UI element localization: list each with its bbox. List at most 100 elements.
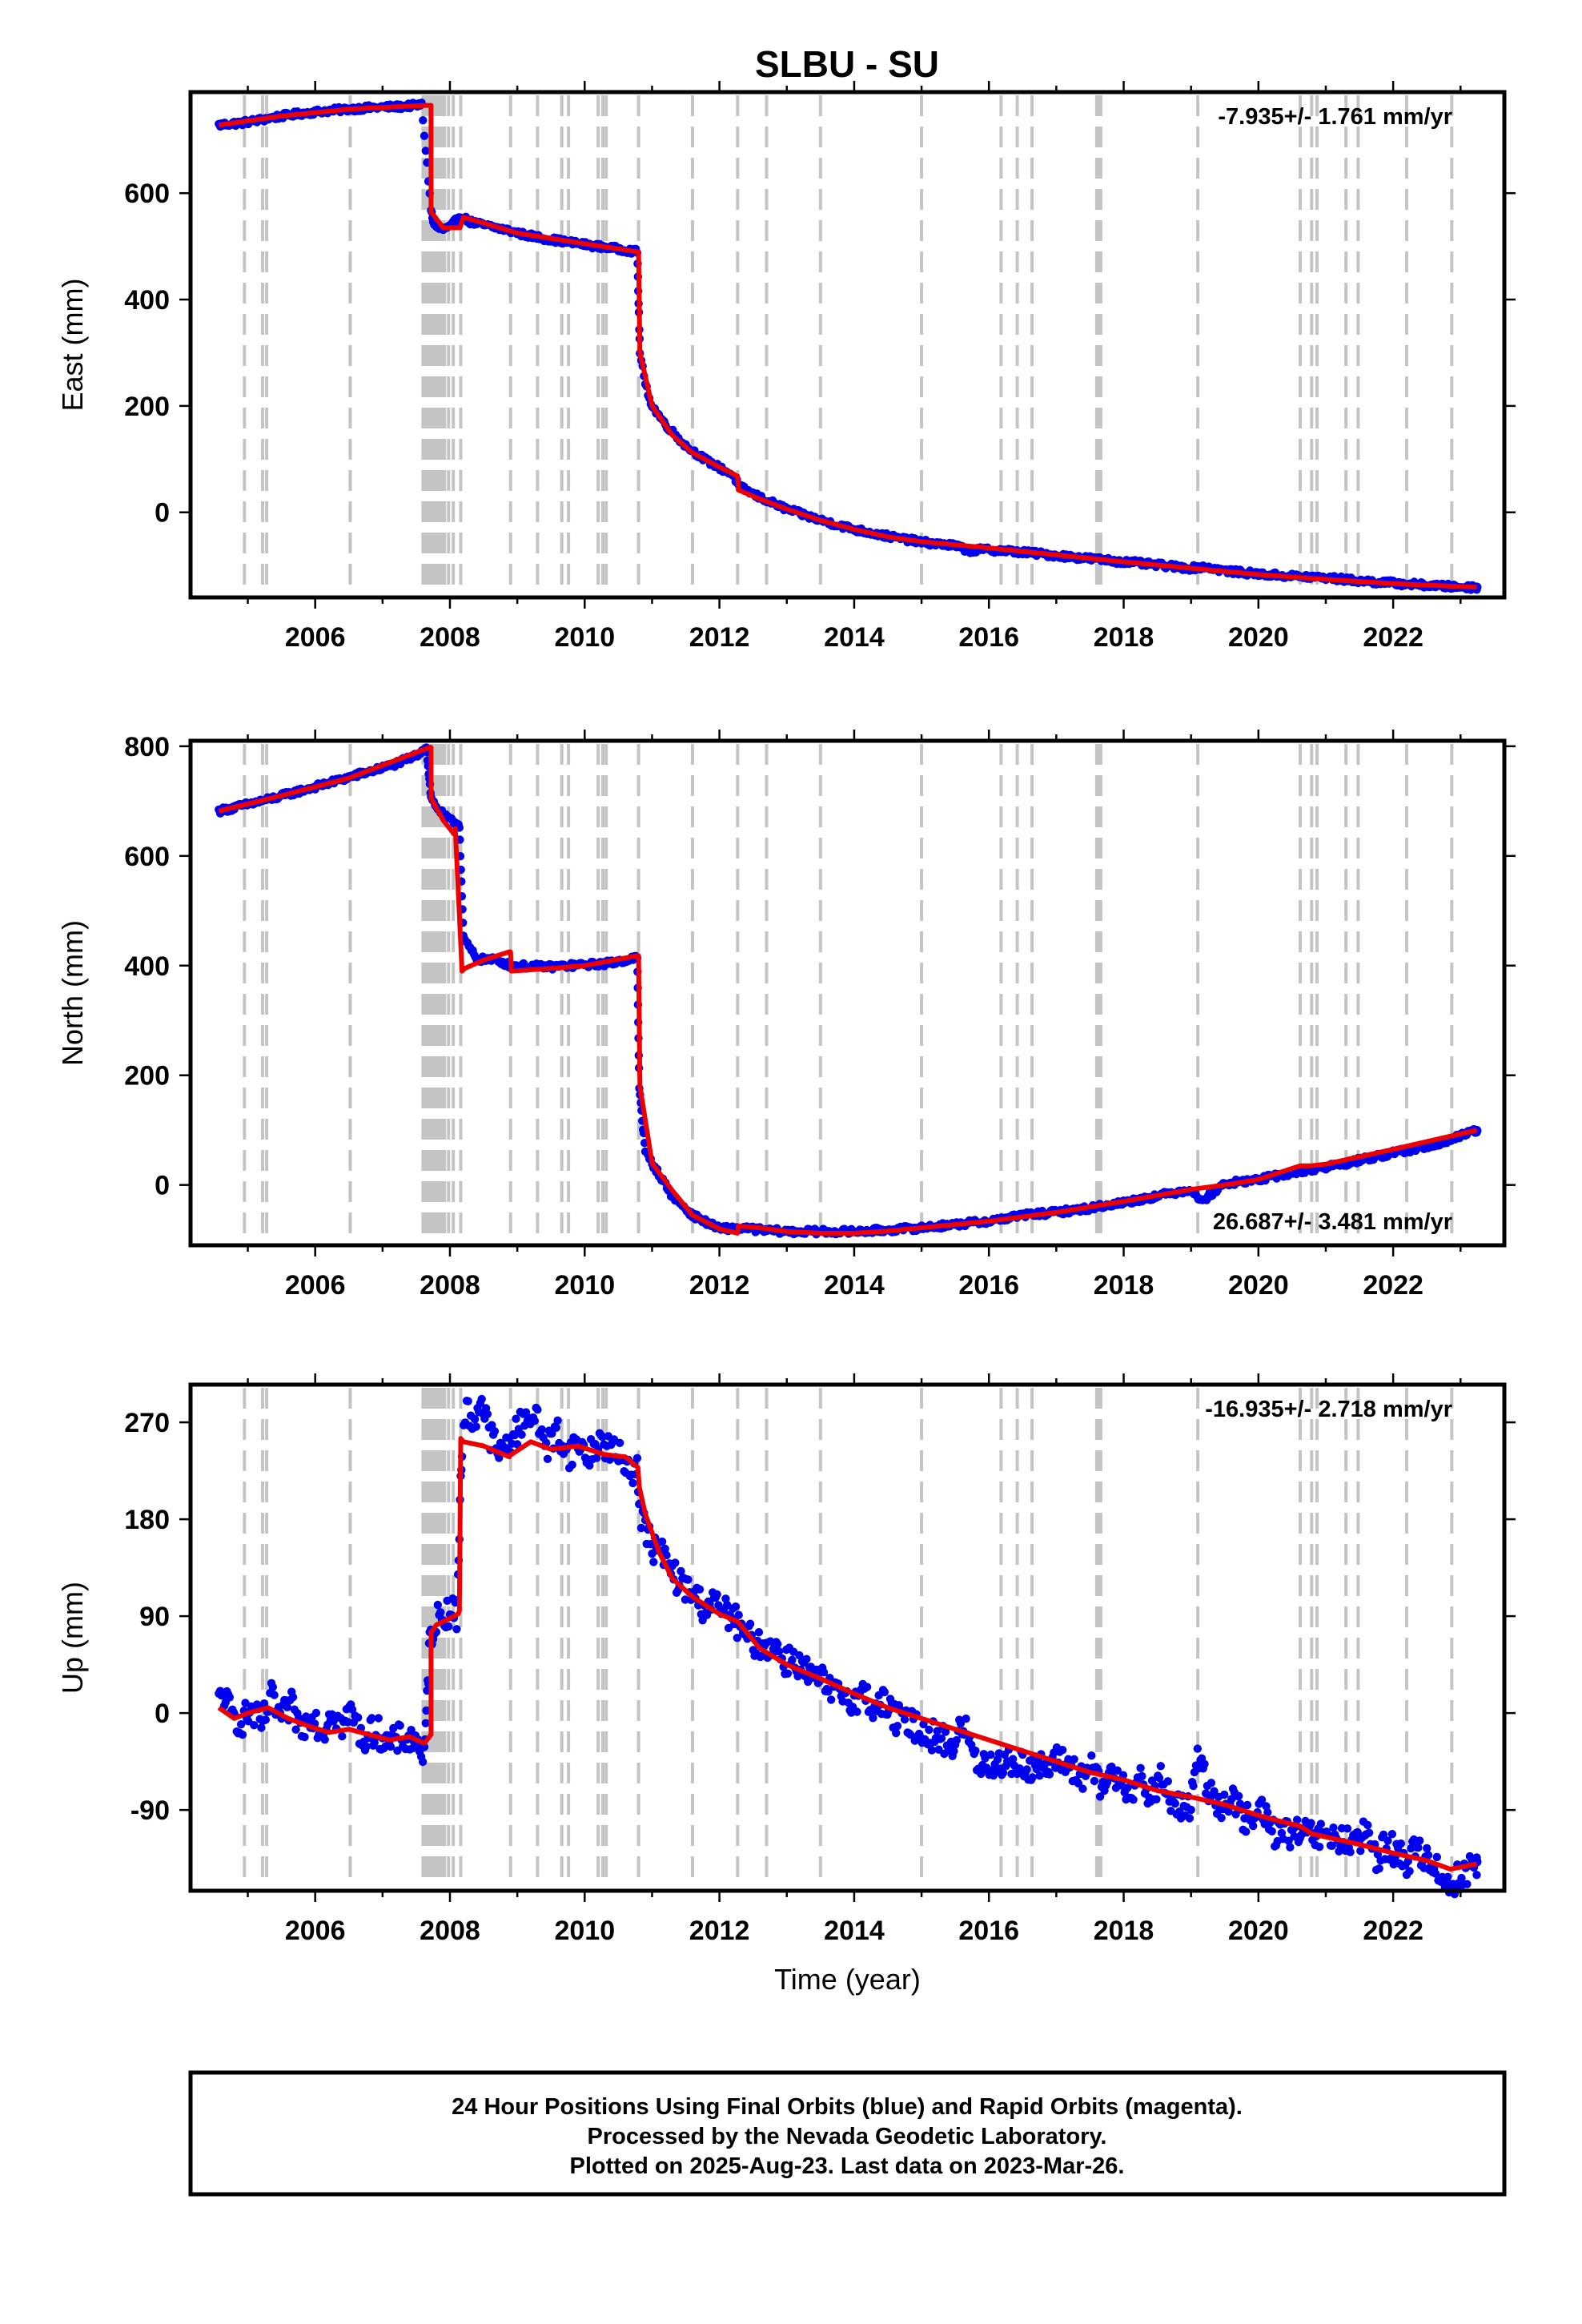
up-data-point: [1307, 1819, 1315, 1827]
up-data-point: [661, 1544, 669, 1554]
up-x-tick-label: 2012: [689, 1916, 750, 1946]
up-data-point: [1315, 1843, 1324, 1852]
up-data-point: [1249, 1821, 1258, 1831]
up-data-point: [950, 1747, 958, 1755]
up-x-tick-label: 2008: [420, 1916, 480, 1946]
east-x-tick-label: 2014: [824, 622, 885, 653]
up-data-point: [1472, 1871, 1481, 1880]
east-y-tick-label: 600: [124, 179, 170, 209]
up-data-point: [1170, 1799, 1180, 1808]
up-data-point: [259, 1699, 269, 1708]
up-data-point: [288, 1693, 298, 1702]
east-x-tick-label: 2022: [1363, 622, 1423, 653]
east-x-tick-label: 2016: [958, 622, 1019, 653]
up-x-tick-label: 2020: [1228, 1916, 1289, 1946]
up-data-point: [616, 1438, 624, 1448]
east-y-axis-label: East (mm): [56, 279, 89, 412]
up-data-point: [1457, 1873, 1466, 1883]
up-data-point: [552, 1423, 560, 1433]
up-data-point: [1045, 1770, 1054, 1779]
up-y-tick-label: -90: [130, 1795, 170, 1826]
up-data-point: [962, 1714, 970, 1723]
up-data-point: [1363, 1820, 1372, 1830]
up-data-point: [731, 1602, 741, 1611]
up-data-point: [1356, 1847, 1365, 1856]
up-data-point: [1095, 1792, 1105, 1801]
east-x-tick-label: 2010: [554, 622, 615, 653]
up-y-tick-label: 270: [124, 1408, 170, 1438]
up-data-point: [548, 1429, 556, 1438]
up-x-axis-label: Time (year): [774, 1963, 921, 1996]
up-data-point: [646, 1540, 655, 1549]
up-data-point: [1257, 1795, 1267, 1804]
up-x-tick-label: 2006: [285, 1916, 346, 1946]
up-data-point: [733, 1634, 741, 1642]
up-data-point: [320, 1735, 329, 1744]
up-x-tick-label: 2016: [958, 1916, 1019, 1946]
up-data-point: [521, 1408, 531, 1417]
up-data-point: [553, 1416, 562, 1425]
up-data-point: [1193, 1744, 1203, 1753]
up-data-point: [925, 1725, 934, 1735]
up-data-point: [362, 1742, 371, 1751]
up-y-axis-label: Up (mm): [56, 1582, 89, 1694]
up-data-point: [1156, 1762, 1166, 1771]
up-data-point: [1123, 1783, 1132, 1792]
up-data-point: [1186, 1805, 1195, 1815]
north-y-axis-label: North (mm): [56, 920, 89, 1066]
up-data-point: [257, 1723, 266, 1732]
north-x-tick-label: 2016: [958, 1270, 1019, 1301]
up-data-point: [592, 1454, 601, 1462]
up-model-line: [217, 1436, 1478, 1872]
up-data-point: [788, 1655, 797, 1664]
up-data-point: [543, 1454, 552, 1464]
up-data-point: [893, 1722, 902, 1731]
up-data-point: [1396, 1839, 1406, 1848]
up-data-point: [684, 1575, 693, 1584]
up-data-point: [986, 1750, 995, 1759]
north-x-tick-label: 2018: [1094, 1270, 1154, 1301]
north-x-tick-label: 2020: [1228, 1270, 1289, 1301]
up-data-point: [1316, 1819, 1326, 1828]
up-data-point: [745, 1619, 755, 1628]
north-y-tick-label: 400: [124, 951, 170, 982]
up-data-point: [347, 1705, 357, 1714]
up-data-point: [862, 1683, 872, 1691]
up-data-point: [783, 1669, 793, 1678]
chart-title: SLBU - SU: [755, 43, 939, 85]
up-data-point: [1415, 1836, 1424, 1845]
up-data-point: [1243, 1800, 1252, 1810]
north-x-tick-label: 2014: [824, 1270, 885, 1301]
up-data-point: [937, 1734, 946, 1743]
up-data-point: [300, 1732, 309, 1742]
up-data-point: [1346, 1848, 1355, 1856]
up-data-point: [1387, 1830, 1397, 1839]
up-data-point: [1163, 1777, 1173, 1786]
up-data-point: [268, 1683, 277, 1691]
up-data-point: [250, 1721, 259, 1730]
north-velocity-label: 26.687+/- 3.481 mm/yr: [1213, 1209, 1452, 1235]
up-data-point: [1267, 1827, 1276, 1835]
up-data-point: [1070, 1755, 1078, 1763]
up-data-point: [1463, 1880, 1472, 1888]
up-data-point: [537, 1425, 546, 1434]
up-data-point: [1058, 1746, 1067, 1755]
up-y-tick-label: 180: [124, 1505, 170, 1535]
up-data-point: [1022, 1765, 1031, 1774]
east-y-tick-label: 0: [155, 498, 170, 529]
up-velocity-label: -16.935+/- 2.718 mm/yr: [1205, 1397, 1452, 1422]
east-x-tick-label: 2020: [1228, 622, 1289, 653]
up-data-point: [677, 1566, 685, 1576]
east-x-tick-label: 2018: [1094, 622, 1154, 653]
up-data-point: [374, 1714, 383, 1723]
north-y-tick-label: 600: [124, 842, 170, 872]
up-data-point: [291, 1725, 300, 1734]
up-data-point: [1028, 1773, 1037, 1782]
up-data-point: [444, 1622, 453, 1631]
east-x-tick-label: 2008: [420, 622, 480, 653]
up-data-point: [927, 1746, 937, 1755]
up-data-point: [956, 1719, 966, 1728]
up-data-point: [713, 1590, 721, 1599]
up-data-point: [238, 1730, 247, 1739]
